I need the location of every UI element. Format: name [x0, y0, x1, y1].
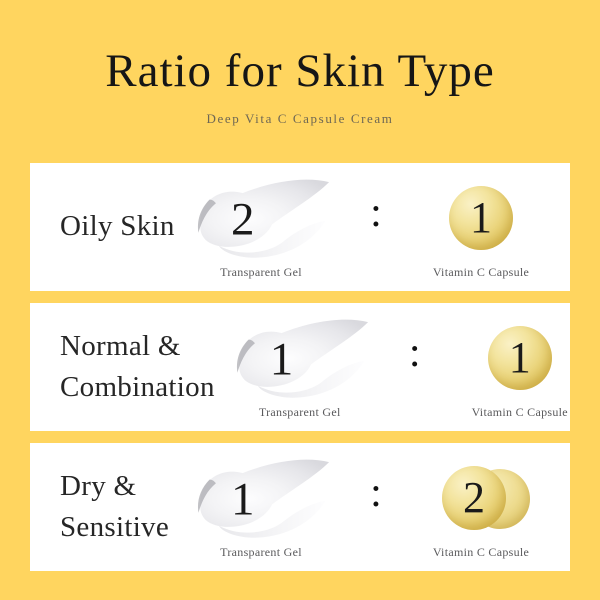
gel-caption: Transparent Gel [220, 545, 302, 559]
capsule-item: 1 Vitamin C Capsule [445, 314, 595, 420]
capsule-caption: Vitamin C Capsule [432, 265, 530, 279]
gel-smear-icon [197, 459, 330, 538]
vitamin-capsule-image: 2 [442, 466, 506, 530]
ratio-row-dry-sensitive: Dry & Sensitive 1 Transparent Gel : [30, 443, 570, 571]
skin-type-label: Oily Skin [60, 210, 175, 243]
vitamin-capsule-image: 1 [449, 186, 513, 250]
ratio-row-oily-skin: Oily Skin 2 Transparent Gel : [30, 163, 570, 291]
capsule-caption: Vitamin C Capsule [432, 545, 530, 559]
capsule-cluster: 1 [487, 326, 552, 390]
page-subtitle: Deep Vita C Capsule Cream [206, 110, 394, 126]
skin-type-label: Normal & Combination [60, 329, 215, 403]
ratio-group: 2 Transparent Gel : 1 Vitamin C Capsule [176, 174, 570, 280]
gel-caption: Transparent Gel [258, 405, 341, 419]
ratio-colon: : [408, 330, 421, 376]
capsule-art: 1 [449, 174, 513, 262]
capsule-ratio-value: 2 [463, 473, 485, 522]
ratio-colon: : [370, 470, 382, 516]
page-title: Ratio for Skin Type [105, 45, 495, 97]
gel-smear-image: 2 [185, 174, 337, 262]
gel-smear-image: 1 [185, 454, 337, 542]
gel-ratio-value: 1 [231, 473, 255, 526]
gel-smear-image: 1 [224, 314, 376, 402]
skin-type-label: Dry & Sensitive [60, 469, 170, 543]
ratio-group: 1 Transparent Gel : 1 Vitamin C Capsule [215, 314, 600, 420]
ratio-rows: Oily Skin 2 Transparent Gel : [30, 163, 570, 571]
ratio-row-normal-combination: Normal & Combination 1 Transparent Gel : [30, 303, 570, 431]
capsule-caption: Vitamin C Capsule [471, 405, 568, 419]
gel-item: 1 Transparent Gel [215, 314, 385, 420]
capsule-ratio-value: 1 [470, 193, 492, 242]
gel-item: 1 Transparent Gel [176, 454, 346, 560]
ratio-group: 1 Transparent Gel : 2 Vitamin C Capsule [176, 454, 570, 560]
ratio-colon: : [370, 190, 382, 236]
gel-caption: Transparent Gel [220, 265, 302, 279]
gel-ratio-value: 2 [231, 193, 255, 246]
capsule-art: 2 [442, 454, 530, 542]
gel-smear-icon [236, 319, 368, 398]
gel-smear-icon [197, 179, 330, 258]
capsule-art: 1 [487, 314, 552, 402]
capsule-cluster: 2 [442, 466, 530, 530]
gel-ratio-value: 1 [269, 333, 294, 386]
capsule-ratio-value: 1 [508, 333, 531, 382]
capsule-cluster: 1 [449, 186, 513, 250]
header: Ratio for Skin Type Deep Vita C Capsule … [0, 0, 600, 127]
capsule-item: 2 Vitamin C Capsule [406, 454, 556, 560]
vitamin-capsule-image: 1 [487, 326, 552, 390]
capsule-item: 1 Vitamin C Capsule [406, 174, 556, 280]
gel-item: 2 Transparent Gel [176, 174, 346, 280]
